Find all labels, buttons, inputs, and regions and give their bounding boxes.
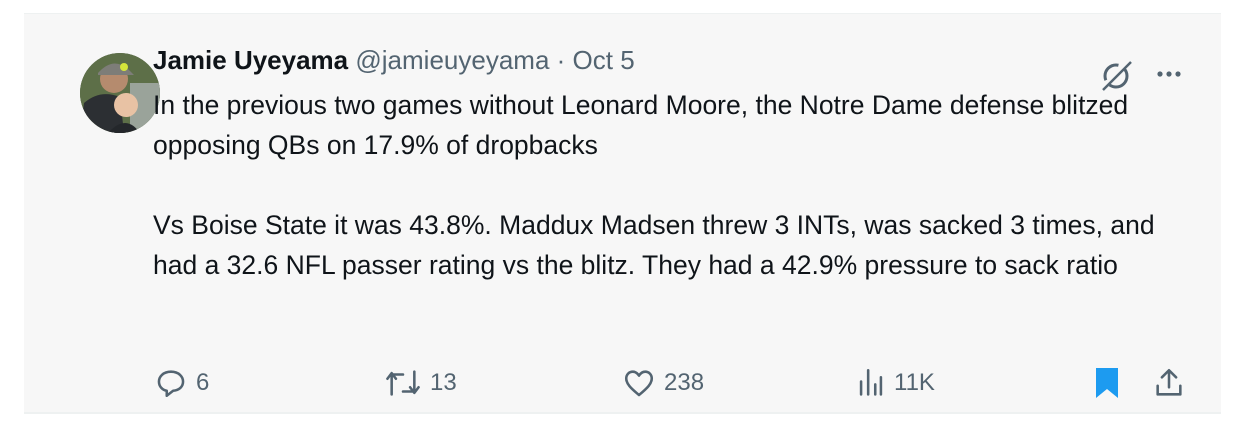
tweet-card[interactable]: Jamie Uyeyama @jamieuyeyama · Oct 5 In t…: [24, 13, 1221, 414]
like-count: 238: [664, 369, 705, 396]
like-button[interactable]: 238: [622, 366, 704, 400]
share-icon: [1156, 368, 1182, 396]
tweet-date[interactable]: Oct 5: [572, 45, 635, 75]
views-button[interactable]: 11K: [856, 366, 935, 400]
views-count: 11K: [894, 369, 935, 396]
reply-icon: [157, 370, 185, 398]
more-options-icon[interactable]: [1152, 58, 1188, 95]
separator: ·: [556, 45, 566, 75]
bookmark-button[interactable]: [1094, 366, 1120, 400]
repost-count: 13: [430, 369, 457, 396]
tweet-paragraph: In the previous two games without Leonar…: [153, 90, 1129, 160]
tweet-header: Jamie Uyeyama @jamieuyeyama · Oct 5: [153, 43, 635, 77]
tweet-paragraph: Vs Boise State it was 43.8%. Maddux Mads…: [153, 210, 1155, 280]
tweet-text: In the previous two games without Leonar…: [153, 85, 1173, 285]
grok-icon[interactable]: [1099, 60, 1135, 97]
views-chart-icon: [859, 368, 883, 396]
author-handle[interactable]: @jamieuyeyama: [355, 45, 550, 75]
repost-icon: [386, 370, 420, 396]
avatar[interactable]: [80, 53, 160, 133]
reply-count: 6: [196, 369, 210, 396]
bookmark-icon: [1096, 368, 1118, 398]
heart-icon: [624, 370, 654, 397]
reply-button[interactable]: 6: [154, 366, 209, 400]
share-button[interactable]: [1152, 366, 1186, 400]
author-name[interactable]: Jamie Uyeyama: [153, 45, 349, 75]
repost-button[interactable]: 13: [384, 366, 457, 400]
